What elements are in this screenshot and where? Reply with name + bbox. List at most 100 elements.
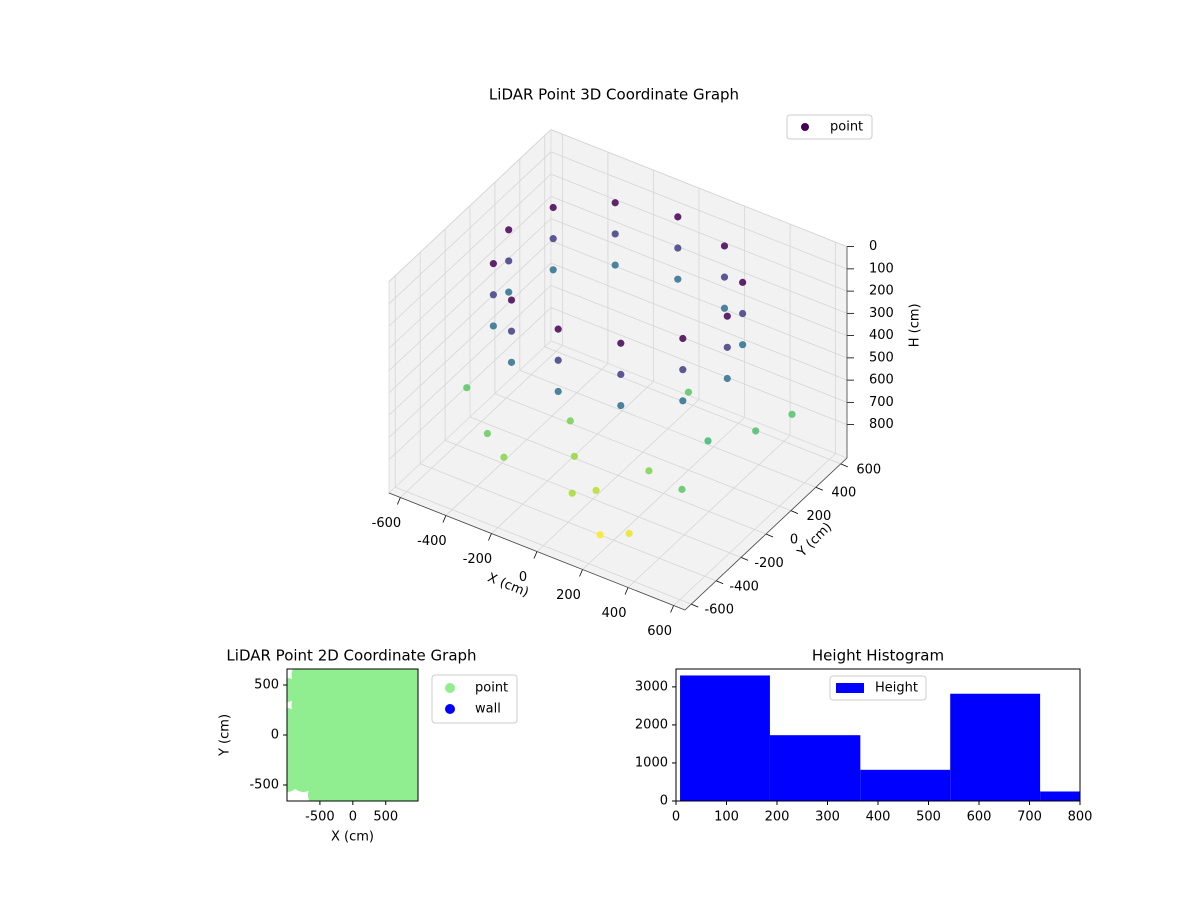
- x-tick-label: -600: [372, 516, 402, 531]
- point: [507, 296, 516, 304]
- legend-swatch: [836, 683, 864, 693]
- point: [645, 467, 653, 475]
- point: [723, 374, 731, 383]
- grid-line: [388, 151, 552, 305]
- x-tick-label: -500: [305, 810, 335, 825]
- tick-mark: [488, 533, 492, 541]
- y-tick-label: -500: [249, 778, 279, 793]
- x-tick-label: 0: [349, 810, 357, 825]
- point: [549, 235, 557, 243]
- tick-mark: [840, 463, 848, 468]
- bar: [860, 769, 951, 801]
- grid-line: [388, 262, 552, 416]
- legend-box: [829, 675, 927, 701]
- x-tick-label: 400: [866, 810, 891, 825]
- legend-label: wall: [475, 702, 501, 717]
- point: [554, 387, 562, 396]
- point: [549, 203, 557, 212]
- grid-line: [550, 173, 848, 292]
- y-tick-label: 0: [790, 533, 798, 548]
- tick-mark: [815, 486, 824, 491]
- point: [489, 322, 497, 330]
- point: [617, 401, 625, 410]
- point: [611, 261, 619, 269]
- point: [505, 257, 513, 265]
- point: [674, 244, 682, 252]
- x-tick-label: 100: [714, 810, 739, 825]
- grid-line: [544, 346, 841, 465]
- point: [723, 312, 731, 320]
- bar: [950, 693, 1041, 801]
- x-tick-label: 600: [967, 810, 992, 825]
- grid-line: [388, 285, 552, 438]
- point: [674, 275, 682, 283]
- z-tick-label: 200: [869, 284, 894, 299]
- x-tick-label: 600: [647, 624, 672, 639]
- tick-mark: [533, 551, 538, 559]
- point: [678, 485, 686, 493]
- z-tick-label: 800: [869, 417, 894, 432]
- tick-mark: [715, 580, 724, 585]
- point: [406, 783, 418, 801]
- grid-line: [388, 307, 552, 460]
- point: [739, 278, 747, 286]
- point: [674, 213, 682, 221]
- tick-mark: [670, 605, 674, 613]
- point: [489, 260, 497, 268]
- point: [720, 273, 729, 281]
- y-tick-label: 2000: [635, 717, 668, 732]
- y-tick-label: -600: [704, 603, 734, 618]
- point: [617, 339, 625, 347]
- point: [739, 341, 747, 349]
- z-tick-label: 100: [869, 261, 894, 276]
- point: [611, 199, 619, 207]
- x-tick-label: 200: [765, 810, 790, 825]
- x-tick-label: 400: [602, 606, 627, 621]
- grid-line: [550, 284, 848, 403]
- legend-label: Height: [875, 681, 918, 696]
- grid-line: [444, 440, 742, 558]
- point: [625, 529, 633, 538]
- x-tick-label: 300: [815, 810, 840, 825]
- tick-mark: [397, 497, 401, 505]
- y-tick-label: 3000: [635, 679, 668, 694]
- tick-mark: [790, 510, 799, 514]
- z-tick-label: 300: [869, 306, 894, 321]
- point: [679, 397, 687, 405]
- grid-line: [388, 129, 552, 282]
- tick-mark: [579, 569, 583, 577]
- legend-marker: [445, 704, 455, 714]
- point: [617, 370, 625, 378]
- x-tick-label: -200: [463, 552, 493, 567]
- point: [505, 226, 513, 234]
- y-axis-line: [684, 457, 848, 611]
- point: [739, 309, 747, 318]
- y-tick-label: 0: [660, 794, 668, 809]
- grid-line: [388, 196, 552, 349]
- legend-marker: [801, 123, 809, 131]
- point: [720, 304, 729, 312]
- x-tick-label: 200: [556, 588, 581, 603]
- grid-line: [420, 463, 717, 582]
- tick-mark: [740, 557, 749, 561]
- plot-area: [287, 669, 418, 801]
- grid-line: [550, 151, 848, 270]
- point: [554, 356, 562, 364]
- plot-area: [680, 675, 1080, 801]
- y-tick-label: 600: [856, 462, 881, 477]
- point: [592, 486, 600, 495]
- point: [679, 334, 687, 343]
- point: [788, 410, 796, 418]
- grid-line: [469, 416, 767, 535]
- tick-mark: [624, 587, 629, 595]
- x-axis-line: [388, 492, 686, 611]
- grid-line: [550, 195, 848, 314]
- x-tick-label: 500: [916, 810, 941, 825]
- legend-box: [786, 114, 873, 140]
- grid-line: [494, 393, 792, 511]
- point: [483, 429, 491, 438]
- y-tick-label: 0: [271, 728, 279, 743]
- y-tick-label: 500: [254, 678, 279, 693]
- y-tick-label: 200: [807, 509, 832, 524]
